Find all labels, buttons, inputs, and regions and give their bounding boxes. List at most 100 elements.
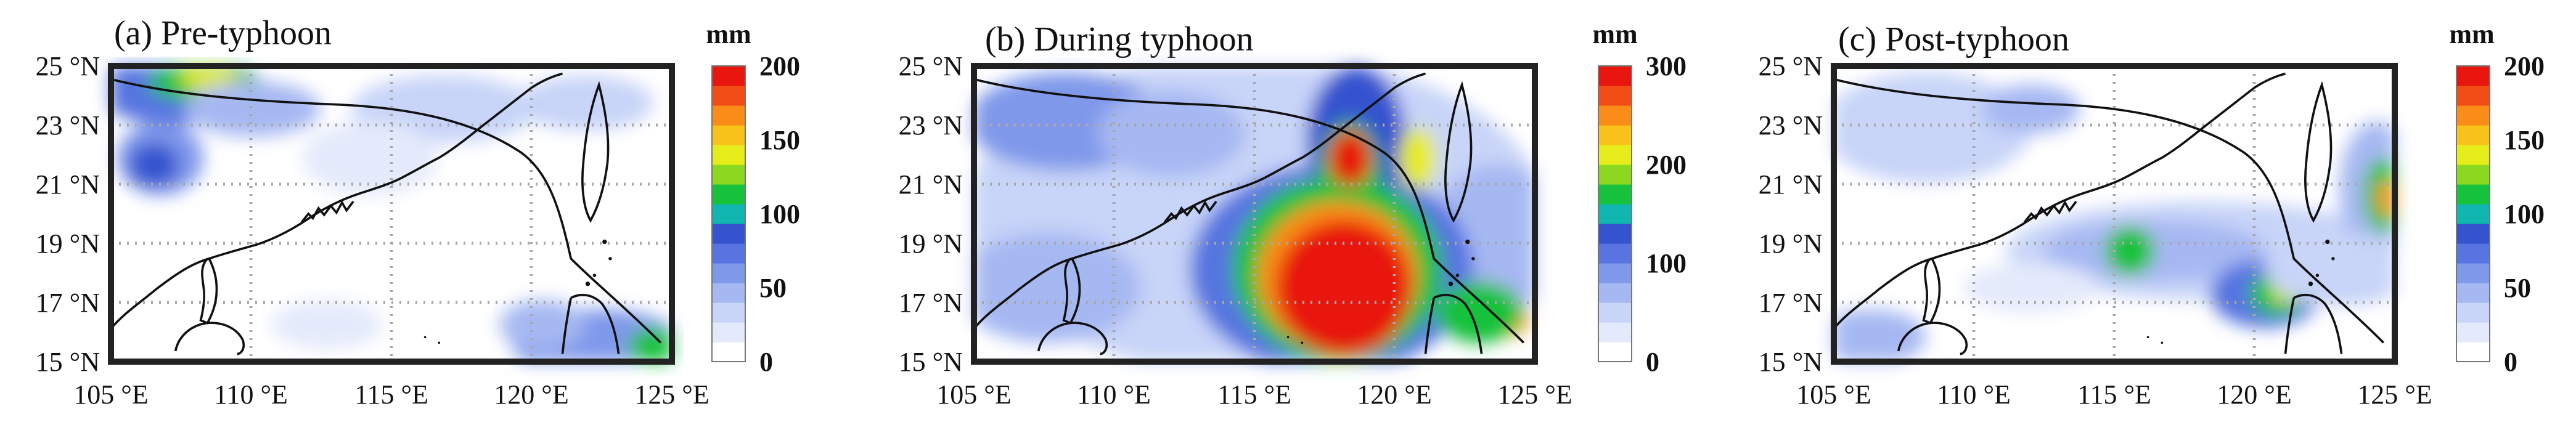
colorbar-swatch (712, 342, 745, 362)
colorbar-swatch (1598, 283, 1632, 303)
colorbar-tick: 100 (2504, 199, 2545, 229)
colorbar-tick: 200 (1646, 150, 1687, 180)
panel-c-lat-ticks: 15 °N 17 °N 19 °N 21 °N 23 °N 25 °N (1759, 51, 1823, 377)
colorbar-swatch (712, 243, 745, 264)
lon-tick: 120 °E (494, 379, 568, 410)
lat-tick: 19 °N (899, 229, 963, 259)
lat-tick: 15 °N (1759, 347, 1823, 377)
lat-tick: 25 °N (1759, 51, 1823, 81)
colorbar-tick: 150 (2504, 125, 2545, 155)
lat-tick: 23 °N (36, 110, 100, 140)
lat-tick: 15 °N (899, 347, 963, 377)
lat-tick: 19 °N (36, 229, 100, 259)
panel-a-title: (a) Pre-typhoon (114, 14, 332, 52)
lon-tick: 125 °E (1497, 379, 1572, 410)
colorbar-swatch (2456, 243, 2490, 264)
colorbar-tick: 50 (759, 273, 787, 303)
lon-tick: 105 °E (1796, 379, 1871, 410)
colorbar-swatch (712, 66, 745, 86)
panel-a-lon-ticks: 105 °E 110 °E 115 °E 120 °E 125 °E (73, 379, 709, 410)
lon-tick: 125 °E (2357, 379, 2432, 410)
colorbar-swatch (1598, 125, 1632, 145)
colorbar-swatch (2456, 204, 2490, 224)
colorbar-swatch (2456, 164, 2490, 185)
colorbar-swatch (712, 105, 745, 126)
panel-a: (a) Pre-typhoon (36, 14, 800, 410)
panel-b: (b) During typhoon (899, 19, 1687, 410)
colorbar-swatch (712, 224, 745, 244)
colorbar-tick: 0 (759, 347, 773, 377)
colorbar-swatch (712, 302, 745, 323)
colorbar-tick: 300 (1646, 51, 1687, 81)
colorbar-swatch (1598, 204, 1632, 224)
colorbar-frame (711, 65, 746, 362)
panel-c-map (1831, 63, 2398, 365)
colorbar-swatch (2456, 322, 2490, 343)
colorbar-tick: 100 (1646, 248, 1687, 278)
colorbar-swatch (2456, 342, 2490, 362)
colorbar-unit: mm (2449, 19, 2494, 49)
colorbar-swatch (712, 145, 745, 165)
colorbar-swatch (712, 125, 745, 145)
lon-tick: 105 °E (936, 379, 1011, 410)
lat-tick: 19 °N (1759, 229, 1823, 259)
colorbar-tick: 0 (1646, 347, 1659, 377)
colorbar-swatch (1598, 243, 1632, 264)
lat-tick: 25 °N (899, 51, 963, 81)
lon-tick: 110 °E (1077, 379, 1151, 410)
lat-tick: 25 °N (36, 51, 100, 81)
colorbar-swatch (1598, 164, 1632, 185)
colorbar-swatch (712, 204, 745, 224)
lat-tick: 21 °N (1759, 169, 1823, 200)
colorbar-swatch (712, 322, 745, 343)
colorbar-swatch (1598, 66, 1632, 86)
colorbar-tick: 200 (759, 51, 800, 81)
panel-c-colorbar: mm 0 50 100 150 200 (2449, 19, 2545, 377)
colorbar-swatch (712, 283, 745, 303)
colorbar-swatch (1598, 224, 1632, 244)
panel-b-lon-ticks: 105 °E 110 °E 115 °E 120 °E 125 °E (936, 379, 1572, 410)
colorbar-tick: 100 (759, 199, 800, 229)
colorbar-swatch (712, 263, 745, 283)
colorbar-tick: 200 (2504, 51, 2545, 81)
panel-b-map (971, 63, 1538, 365)
lat-tick: 23 °N (1759, 110, 1823, 140)
colorbar-swatch (1598, 184, 1632, 205)
colorbar-frame (2456, 65, 2490, 362)
lon-tick: 115 °E (354, 379, 428, 410)
colorbar-swatch (2456, 224, 2490, 244)
colorbar-swatch (2456, 105, 2490, 126)
lon-tick: 125 °E (634, 379, 709, 410)
colorbar-swatch (1598, 145, 1632, 165)
colorbar-swatch (1598, 263, 1632, 283)
panel-b-lat-ticks: 15 °N 17 °N 19 °N 21 °N 23 °N 25 °N (899, 51, 963, 377)
colorbar-swatch (712, 86, 745, 106)
panel-b-colorbar: mm 0 100 200 300 (1592, 19, 1687, 377)
panel-c: (c) Post-typhoon (1759, 19, 2545, 410)
lat-tick: 21 °N (899, 169, 963, 200)
colorbar-swatch (712, 164, 745, 185)
lon-tick: 120 °E (2217, 379, 2291, 410)
colorbar-swatch (1598, 86, 1632, 106)
colorbar-swatch (1598, 322, 1632, 343)
colorbar-tick: 0 (2504, 347, 2517, 377)
lon-tick: 115 °E (2077, 379, 2151, 410)
lat-tick: 15 °N (36, 347, 100, 377)
colorbar-swatch (1598, 105, 1632, 126)
colorbar-unit: mm (706, 19, 751, 49)
panel-a-lat-ticks: 15 °N 17 °N 19 °N 21 °N 23 °N 25 °N (36, 51, 100, 377)
colorbar-tick: 150 (759, 125, 800, 155)
colorbar-unit: mm (1592, 19, 1637, 49)
panel-c-title: (c) Post-typhoon (1838, 20, 2069, 59)
panel-a-map (108, 63, 675, 365)
lon-tick: 110 °E (214, 379, 288, 410)
colorbar-swatch (2456, 125, 2490, 145)
colorbar-frame (1598, 65, 1632, 362)
colorbar-tick: 50 (2504, 273, 2531, 303)
colorbar-swatch (2456, 263, 2490, 283)
colorbar-swatch (2456, 283, 2490, 303)
colorbar-swatch (2456, 302, 2490, 323)
lon-tick: 110 °E (1937, 379, 2011, 410)
panel-b-title: (b) During typhoon (985, 20, 1254, 59)
lon-tick: 115 °E (1217, 379, 1291, 410)
